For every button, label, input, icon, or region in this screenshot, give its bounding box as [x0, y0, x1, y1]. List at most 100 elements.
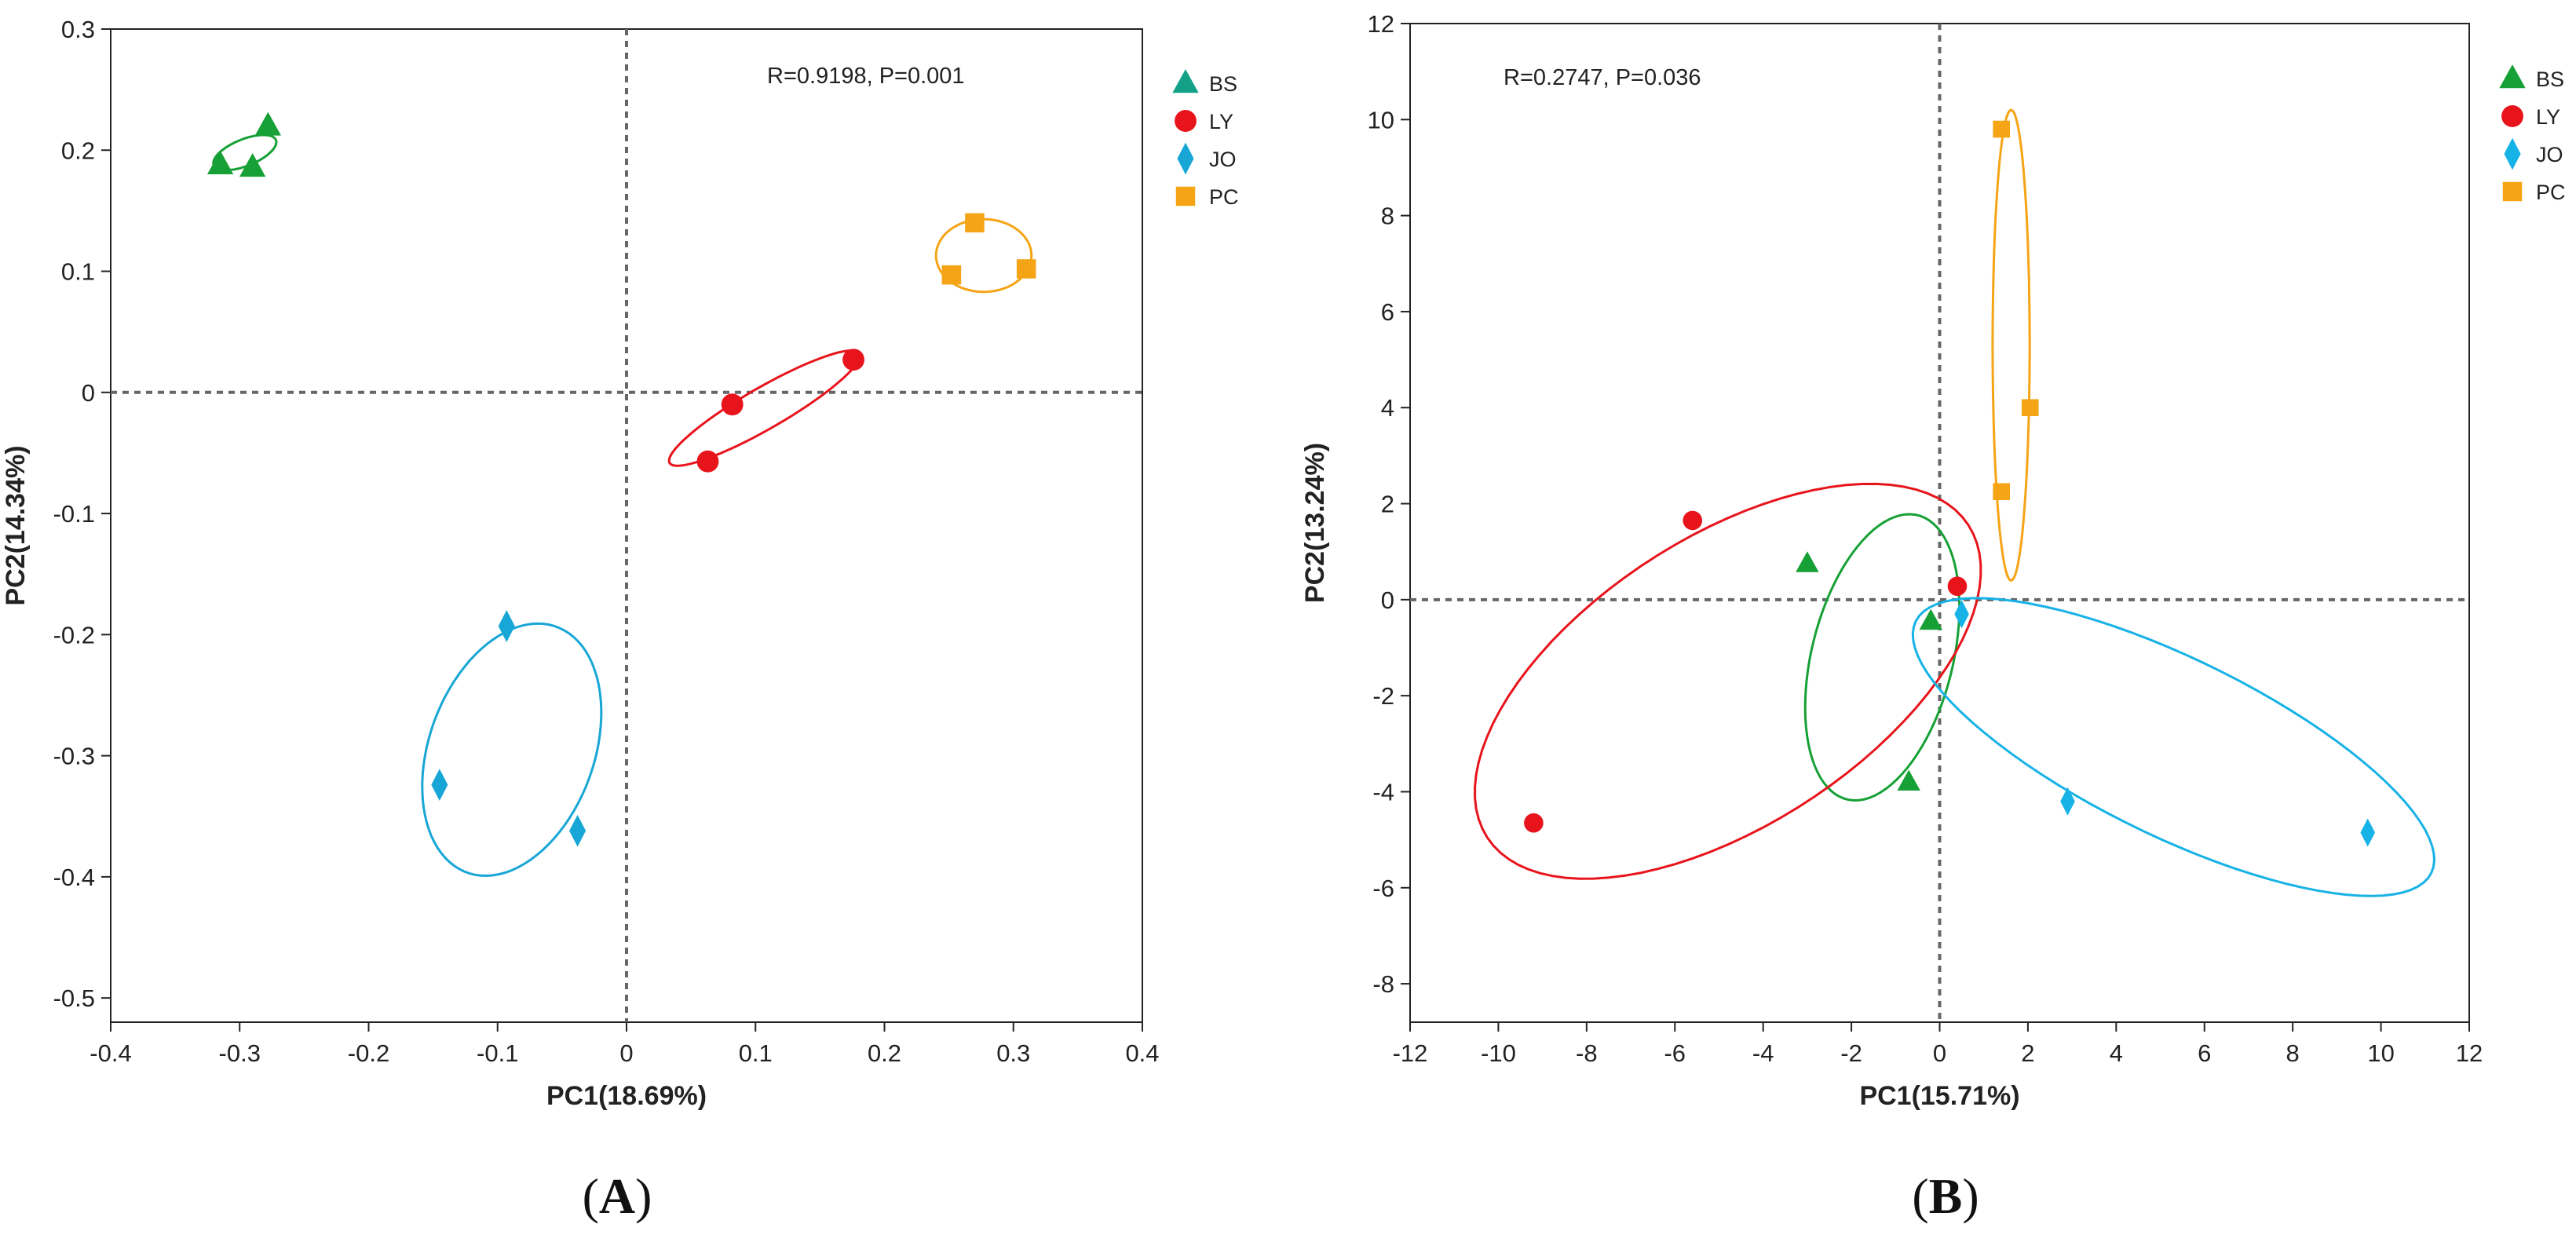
confidence-ellipse-jo [421, 622, 603, 878]
y-tick-label: 0.1 [61, 258, 95, 286]
x-tick-label: -6 [1664, 1039, 1686, 1067]
y-tick-label: 0.3 [61, 16, 95, 43]
y-tick-label: 4 [1381, 394, 1394, 422]
x-tick-label: -4 [1752, 1039, 1774, 1067]
legend-marker-jo [1177, 142, 1194, 175]
y-tick-label: 6 [1381, 298, 1394, 326]
data-point-bs [1919, 608, 1942, 630]
confidence-ellipse-ly [667, 349, 861, 467]
data-point-ly [1524, 813, 1544, 833]
data-point-jo [2360, 818, 2376, 847]
confidence-ellipse-bs [1803, 513, 1961, 802]
x-tick-label: 0.1 [739, 1039, 773, 1067]
data-point-ly [842, 349, 865, 371]
legend-label-bs: BS [2536, 68, 2564, 91]
legend-marker-pc [1175, 186, 1196, 206]
panel-caption: (B) [1912, 1168, 1979, 1224]
x-axis-label: PC1(18.69%) [546, 1081, 707, 1111]
confidence-ellipse-pc [1991, 108, 2031, 582]
y-tick-label: 0 [1381, 586, 1394, 614]
y-tick-label: 2 [1381, 491, 1394, 518]
y-tick-label: -8 [1372, 970, 1394, 998]
x-tick-label: 8 [2286, 1039, 2300, 1067]
data-point-pc [1993, 120, 2010, 138]
statistics-annotation: R=0.2747, P=0.036 [1504, 65, 1701, 90]
x-tick-label: 0.3 [996, 1039, 1030, 1067]
data-point-pc [941, 265, 962, 285]
legend-label-ly: LY [1209, 110, 1233, 133]
data-point-bs [1796, 551, 1819, 572]
x-tick-label: 6 [2198, 1039, 2211, 1067]
y-tick-label: -0.5 [53, 984, 95, 1012]
y-tick-label: -0.4 [53, 864, 95, 891]
data-point-bs [254, 111, 282, 136]
data-point-jo [498, 610, 515, 642]
y-tick-label: -0.1 [53, 500, 95, 528]
legend-marker-pc [2502, 181, 2523, 202]
x-tick-label: -8 [1576, 1039, 1598, 1067]
data-point-bs [239, 153, 266, 177]
y-tick-label: 12 [1368, 10, 1394, 38]
x-tick-label: 12 [2456, 1039, 2483, 1067]
x-tick-label: -2 [1840, 1039, 1862, 1067]
x-tick-label: 10 [2367, 1039, 2394, 1067]
legend-label-pc: PC [1209, 185, 1239, 209]
legend-marker-ly [1175, 110, 1197, 132]
legend-marker-ly [2501, 105, 2523, 127]
y-tick-label: 8 [1381, 203, 1394, 230]
y-axis-label: PC2(14.34%) [1, 445, 31, 605]
x-tick-label: 0 [1933, 1039, 1946, 1067]
x-tick-label: 4 [2110, 1039, 2123, 1067]
y-tick-label: 10 [1368, 106, 1394, 133]
data-point-pc [2021, 399, 2039, 417]
x-tick-label: -0.3 [219, 1039, 261, 1067]
panel-caption: (A) [583, 1168, 652, 1224]
x-tick-label: -0.2 [348, 1039, 389, 1067]
data-point-pc [1993, 483, 2010, 501]
y-tick-label: -0.2 [53, 621, 95, 648]
data-point-ly [696, 450, 719, 473]
x-axis-label: PC1(15.71%) [1859, 1081, 2019, 1111]
data-point-jo [431, 769, 448, 802]
data-point-ly [721, 393, 744, 416]
y-tick-label: -4 [1372, 778, 1394, 805]
x-tick-label: 0.4 [1125, 1039, 1159, 1067]
y-tick-label: -2 [1372, 682, 1394, 710]
y-axis-label: PC2(13.24%) [1300, 443, 1330, 603]
y-tick-label: 0 [82, 379, 95, 407]
legend-label-jo: JO [2536, 143, 2563, 166]
statistics-annotation: R=0.9198, P=0.001 [767, 64, 965, 89]
confidence-ellipse-pc [934, 217, 1033, 294]
legend-label-pc: PC [2536, 181, 2566, 204]
x-tick-label: -10 [1481, 1039, 1516, 1067]
y-tick-label: -0.3 [53, 743, 95, 770]
confidence-ellipse-jo [1911, 597, 2436, 897]
data-point-bs [206, 150, 234, 175]
x-tick-label: -12 [1393, 1039, 1428, 1067]
data-point-jo [569, 814, 586, 847]
data-point-jo [2060, 787, 2075, 816]
data-point-bs [1897, 769, 1920, 791]
x-tick-label: -0.4 [90, 1039, 131, 1067]
legend-label-jo: JO [1209, 148, 1237, 171]
legend-label-bs: BS [1209, 72, 1237, 96]
x-tick-label: 0.2 [868, 1039, 901, 1067]
x-tick-label: -0.1 [477, 1039, 518, 1067]
data-point-pc [1016, 259, 1036, 279]
legend-marker-bs [2499, 64, 2526, 89]
data-point-ly [1947, 576, 1968, 597]
data-point-pc [965, 213, 985, 233]
x-tick-label: 2 [2021, 1039, 2034, 1067]
y-tick-label: -6 [1372, 875, 1394, 902]
legend-marker-jo [2504, 137, 2521, 170]
panel-a: -0.4 -0.3 -0.2 -0.1 0 0.1 0.2 0.3 0.4 0.3 0.2 0.1 0 -… [1, 16, 1239, 1224]
panel-b: -12 -10 -8 -6 -4 -2 0 2 4 6 8 10 12 12 10 8 6 4 2 0 -2 -4 -6 -8… [1300, 10, 2566, 1224]
y-tick-label: 0.2 [61, 137, 95, 164]
legend-marker-bs [1172, 69, 1199, 93]
x-tick-label: 0 [619, 1039, 633, 1067]
data-point-jo [1954, 600, 1969, 629]
legend-label-ly: LY [2536, 105, 2560, 129]
confidence-ellipse-ly [1474, 482, 1982, 880]
data-point-ly [1683, 510, 1703, 531]
